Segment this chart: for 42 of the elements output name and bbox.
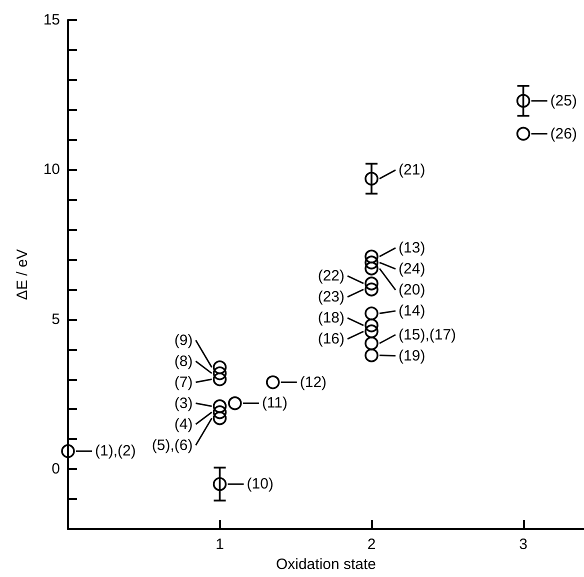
x-tick-label: 2 — [367, 536, 376, 553]
annotation: (9) — [174, 332, 193, 349]
point — [212, 366, 227, 380]
annotation: (4) — [174, 416, 193, 433]
annotation: (26) — [550, 125, 577, 142]
y-tick-label: 5 — [52, 310, 60, 328]
point — [212, 360, 227, 374]
annotation: (18) — [318, 309, 345, 326]
annotation: (1),(2) — [95, 442, 136, 460]
annotation: (12) — [300, 374, 327, 391]
annotation: (3) — [174, 394, 193, 412]
annotation: (21) — [398, 162, 426, 179]
point — [364, 318, 378, 332]
annotation: (25) — [550, 92, 577, 110]
annotation: (16) — [318, 330, 345, 348]
annotation: (14) — [398, 302, 426, 320]
x-axis-title: Oxidation state — [276, 556, 376, 573]
point — [212, 411, 227, 426]
point — [212, 399, 227, 414]
point — [364, 282, 378, 296]
annotation: (10) — [246, 476, 274, 493]
annotation: (8) — [174, 352, 193, 370]
annotation: (13) — [398, 239, 426, 256]
annotation: (24) — [398, 260, 426, 278]
y-tick-label: 15 — [43, 12, 60, 28]
point — [364, 324, 378, 338]
y-tick-label: 0 — [52, 460, 60, 478]
annotation: (22) — [318, 267, 345, 284]
annotation: (15),(17) — [398, 326, 456, 344]
point — [212, 405, 227, 420]
point — [364, 276, 378, 290]
point — [212, 372, 227, 386]
annotation: (19) — [398, 347, 426, 364]
y-tick-label: 10 — [43, 161, 60, 178]
annotation: (11) — [262, 394, 288, 412]
y-axis-title: ΔE / eV — [14, 249, 31, 300]
annotation: (5),(6) — [152, 436, 193, 454]
annotation: (7) — [174, 374, 193, 391]
x-tick-label: 3 — [519, 536, 528, 553]
annotation: (20) — [398, 281, 426, 298]
x-tick-label: 1 — [216, 536, 224, 553]
annotation: (23) — [318, 288, 345, 306]
